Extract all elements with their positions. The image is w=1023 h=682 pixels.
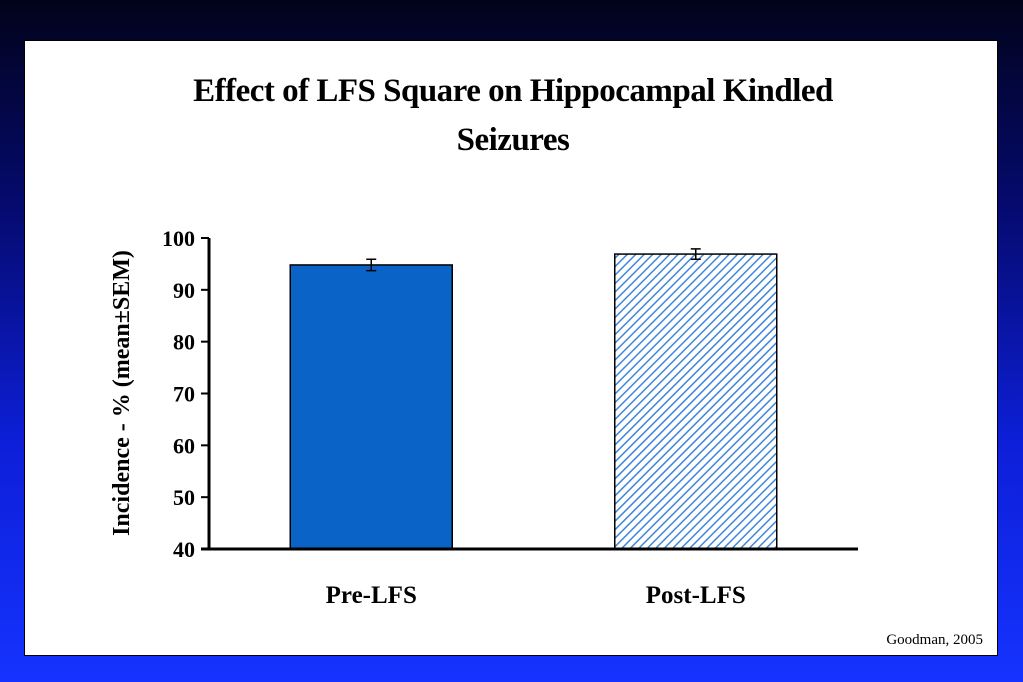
y-tick-label: 80	[173, 330, 195, 355]
y-tick-label: 70	[173, 382, 195, 407]
chart-title: Effect of LFS Square on Hippocampal Kind…	[193, 73, 833, 158]
y-tick-label: 40	[173, 537, 195, 562]
y-tick-label: 60	[173, 433, 195, 458]
y-tick-label: 90	[173, 278, 195, 303]
bar-post-lfs	[614, 253, 778, 550]
chart-card: Effect of LFS Square on Hippocampal Kind…	[24, 40, 998, 656]
x-tick-label: Pre-LFS	[326, 582, 417, 609]
x-tick-label: Post-LFS	[646, 582, 746, 609]
y-tick-label: 100	[162, 226, 195, 251]
credit-label: Goodman, 2005	[886, 632, 983, 648]
bar-pre-lfs	[289, 264, 453, 550]
chart-title-line-2: Seizures	[457, 122, 570, 158]
y-tick-label: 50	[173, 485, 195, 510]
chart-svg: Effect of LFS Square on Hippocampal Kind…	[109, 73, 983, 648]
y-axis-label: Incidence - % (mean±SEM)	[109, 250, 135, 536]
chart-title-line-1: Effect of LFS Square on Hippocampal Kind…	[193, 73, 833, 109]
plot-area: Pre-LFS Post-LFS 100 90 80 70 60 50 40	[162, 226, 858, 609]
